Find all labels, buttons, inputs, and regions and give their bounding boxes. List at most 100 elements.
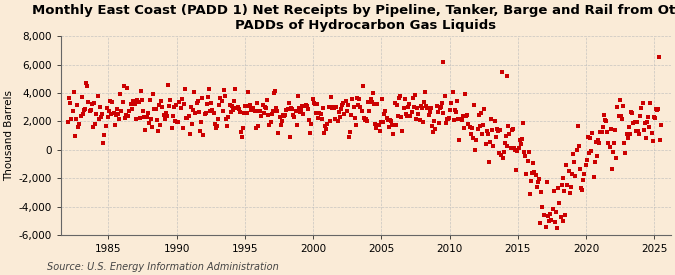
Point	[289, 115, 300, 119]
Point	[533, 180, 543, 184]
Point	[478, 123, 489, 127]
Point	[390, 123, 401, 127]
Point	[576, 186, 587, 190]
Point	[83, 99, 94, 104]
Point	[292, 94, 303, 98]
Point	[414, 118, 425, 122]
Point	[167, 114, 178, 118]
Point	[157, 105, 168, 109]
Point	[566, 185, 576, 189]
Point	[612, 104, 623, 109]
Point	[93, 116, 104, 121]
Point	[547, 207, 558, 211]
Point	[523, 150, 534, 154]
Point	[342, 109, 352, 113]
Point	[327, 106, 338, 110]
Point	[323, 104, 334, 109]
Point	[468, 103, 479, 107]
Point	[529, 170, 540, 174]
Point	[349, 116, 360, 120]
Point	[331, 105, 342, 110]
Point	[369, 101, 379, 106]
Point	[81, 81, 92, 86]
Point	[241, 111, 252, 116]
Point	[429, 119, 439, 124]
Point	[505, 146, 516, 150]
Point	[387, 123, 398, 128]
Point	[292, 122, 302, 127]
Point	[204, 87, 215, 92]
Point	[117, 100, 128, 104]
Y-axis label: Thousand Barrels: Thousand Barrels	[4, 90, 14, 181]
Point	[230, 87, 240, 91]
Point	[539, 240, 550, 244]
Point	[225, 109, 236, 114]
Point	[88, 125, 99, 129]
Point	[186, 122, 197, 126]
Point	[535, 221, 545, 225]
Point	[324, 119, 335, 123]
Point	[373, 122, 384, 127]
Point	[646, 131, 657, 136]
Point	[629, 119, 640, 124]
Point	[342, 103, 353, 108]
Point	[476, 111, 487, 116]
Point	[216, 99, 227, 103]
Point	[71, 117, 82, 122]
Point	[571, 147, 582, 152]
Point	[239, 111, 250, 116]
Point	[538, 213, 549, 217]
Point	[485, 140, 495, 144]
Point	[579, 172, 590, 176]
Point	[437, 101, 448, 106]
Point	[489, 119, 500, 123]
Point	[378, 120, 389, 124]
Point	[168, 105, 179, 109]
Point	[541, 224, 551, 229]
Point	[119, 116, 130, 120]
Point	[252, 100, 263, 105]
Point	[356, 109, 367, 113]
Point	[416, 106, 427, 111]
Point	[73, 125, 84, 130]
Point	[121, 112, 132, 117]
Point	[257, 103, 268, 107]
Point	[226, 104, 237, 108]
Point	[91, 112, 102, 117]
Point	[354, 97, 364, 102]
Point	[549, 220, 560, 224]
Point	[149, 107, 160, 112]
Point	[161, 114, 172, 119]
Point	[408, 104, 419, 109]
Point	[382, 117, 393, 122]
Point	[333, 109, 344, 114]
Point	[300, 103, 311, 108]
Point	[259, 111, 269, 115]
Point	[558, 176, 568, 180]
Point	[473, 113, 484, 117]
Point	[502, 144, 512, 148]
Point	[261, 105, 271, 110]
Point	[89, 101, 100, 106]
Point	[595, 130, 606, 134]
Point	[118, 84, 129, 88]
Point	[522, 159, 533, 164]
Point	[420, 89, 431, 94]
Point	[348, 104, 359, 109]
Point	[321, 126, 331, 131]
Point	[74, 122, 85, 127]
Point	[583, 134, 593, 139]
Point	[158, 112, 169, 117]
Point	[427, 124, 437, 128]
Point	[437, 59, 448, 64]
Point	[136, 89, 146, 94]
Point	[504, 131, 515, 136]
Point	[470, 147, 481, 152]
Point	[179, 102, 190, 107]
Point	[461, 114, 472, 119]
Point	[397, 128, 408, 133]
Point	[138, 109, 148, 113]
Point	[541, 180, 552, 184]
Point	[146, 124, 157, 129]
Point	[463, 122, 474, 127]
